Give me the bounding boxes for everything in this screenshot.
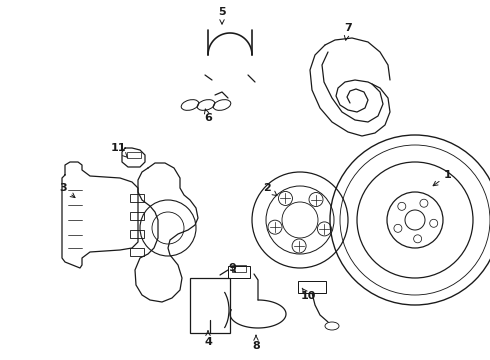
Text: 10: 10 bbox=[300, 288, 316, 301]
Text: 3: 3 bbox=[59, 183, 75, 198]
Text: 7: 7 bbox=[344, 23, 352, 40]
Text: 8: 8 bbox=[252, 336, 260, 351]
Bar bbox=[232, 265, 246, 272]
Bar bbox=[130, 248, 144, 256]
Text: 9: 9 bbox=[228, 263, 236, 273]
Text: 1: 1 bbox=[433, 170, 452, 186]
Text: 6: 6 bbox=[204, 109, 212, 123]
Bar bbox=[298, 281, 326, 293]
Bar bbox=[130, 194, 144, 202]
Bar bbox=[130, 230, 144, 238]
Bar bbox=[190, 278, 230, 333]
Bar bbox=[130, 212, 144, 220]
Text: 2: 2 bbox=[263, 183, 277, 195]
Text: 11: 11 bbox=[110, 143, 128, 158]
Text: 4: 4 bbox=[204, 331, 212, 347]
Bar bbox=[228, 266, 250, 278]
Bar bbox=[127, 152, 141, 158]
Circle shape bbox=[405, 210, 425, 230]
Text: 5: 5 bbox=[218, 7, 226, 24]
